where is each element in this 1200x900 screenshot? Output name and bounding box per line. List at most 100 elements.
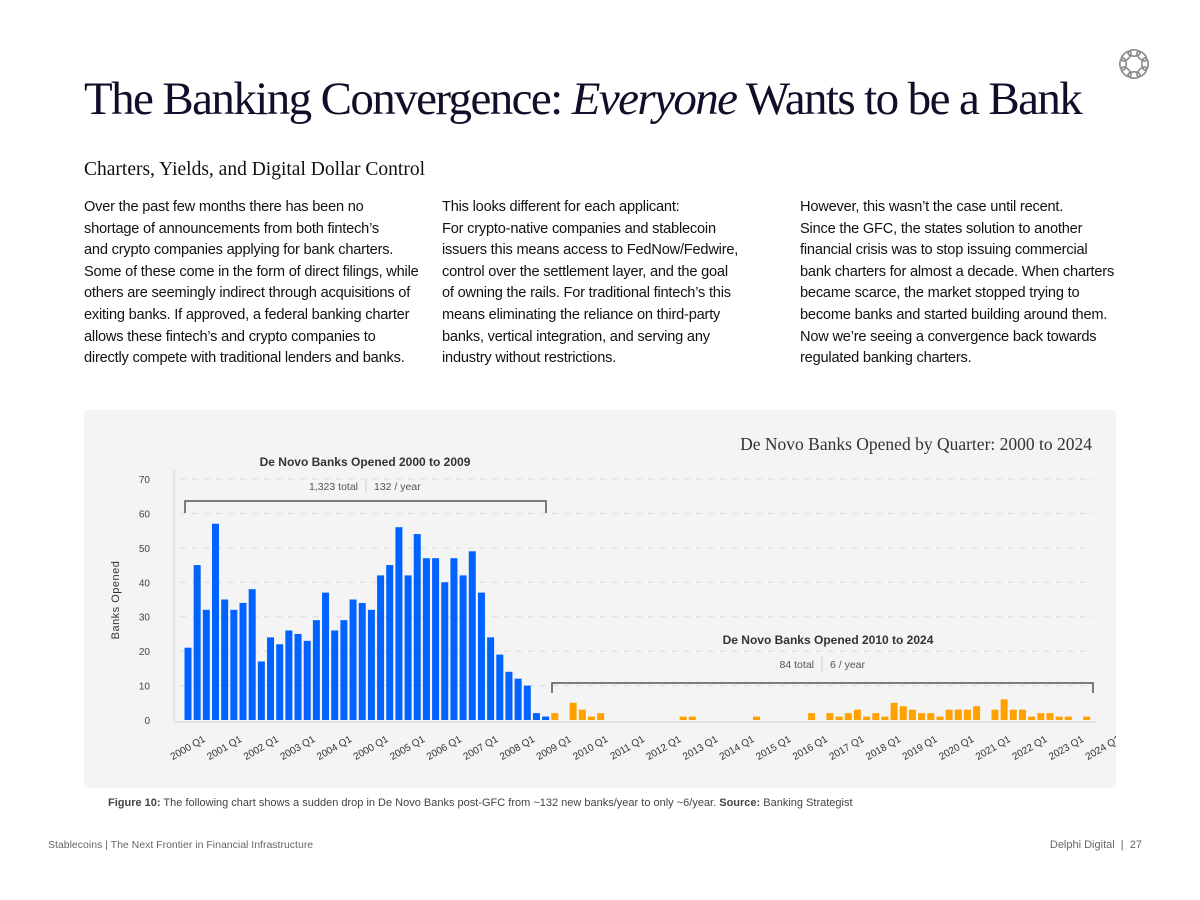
y-tick-label: 70 (139, 475, 151, 486)
paragraph-line: allows these fintech’s and crypto compan… (84, 328, 376, 345)
x-tick-label: 2018 Q1 (864, 734, 903, 763)
y-tick-label: 20 (139, 647, 151, 658)
bar (367, 609, 375, 720)
bar (202, 609, 210, 720)
x-tick-label: 2011 Q1 (609, 734, 647, 763)
x-tick-label: 2024 Q1 (1084, 734, 1116, 763)
bar (890, 702, 898, 720)
text-column-2: This looks different for each applicant:… (442, 197, 782, 370)
bar (954, 709, 962, 720)
paragraph-line: shortage of announcements from both fint… (84, 220, 379, 237)
chart-panel: De Novo Banks Opened by Quarter: 2000 to… (84, 410, 1116, 788)
bar (303, 640, 311, 720)
x-tick-label: 2000 Q1 (352, 734, 391, 763)
x-tick-label: 2017 Q1 (828, 734, 867, 763)
y-tick-label: 30 (139, 613, 151, 624)
bar (248, 589, 256, 720)
paragraph-line: This looks different for each applicant: (442, 199, 680, 215)
bar (899, 706, 907, 720)
logo-ring-link (1127, 49, 1141, 58)
logo-ring-link (1120, 50, 1132, 62)
logo-ring-link (1141, 57, 1150, 71)
bar (991, 709, 999, 720)
bar (808, 713, 816, 720)
paragraph-line: bank charters for almost a decade. When … (800, 263, 1115, 280)
bar (340, 620, 348, 720)
paragraph-line: became scarce, the market stopped trying… (800, 285, 1080, 302)
bar (1064, 716, 1072, 720)
bar (688, 716, 696, 720)
bar (285, 630, 293, 720)
bar (1009, 709, 1017, 720)
bar (505, 671, 513, 720)
bar (184, 647, 192, 720)
y-tick-label: 50 (139, 544, 151, 555)
paragraph-line: financial crisis was to stop issuing com… (800, 242, 1088, 259)
paragraph-line: Some of these come in the form of direct… (84, 263, 419, 280)
bar (212, 523, 220, 720)
bar (963, 709, 971, 720)
bar (587, 716, 595, 720)
bar (872, 713, 880, 720)
annotation-total: 84 total (780, 659, 814, 671)
bracket-2000-2009 (184, 500, 547, 513)
x-tick-label: 2015 Q1 (754, 734, 793, 763)
paragraph-line: However, this wasn’t the case until rece… (800, 199, 1064, 215)
bar (395, 527, 403, 720)
paragraph-line: Over the past few months there has been … (84, 199, 364, 215)
paragraph-line: exiting banks. If approved, a federal ba… (84, 306, 410, 323)
logo-ring-link (1136, 50, 1148, 62)
paragraph-line: issuers this means access to FedNow/Fedw… (442, 242, 739, 259)
annotation-2000-2009: De Novo Banks Opened 2000 to 2009 1,323 … (184, 455, 547, 513)
bar (844, 713, 852, 720)
bar (377, 575, 385, 720)
bar (230, 609, 238, 720)
x-tick-label: 2014 Q1 (718, 734, 757, 763)
bar (532, 713, 540, 720)
annotation-rate: 132 / year (374, 481, 421, 493)
bar (331, 630, 339, 720)
bar (881, 716, 889, 720)
paragraph-line: regulated banking charters. (800, 350, 972, 367)
paragraph-line: banks, vertical integration, and serving… (442, 328, 710, 345)
bar (477, 592, 485, 720)
bar (441, 582, 449, 720)
paragraph-line: industry without restrictions. (442, 350, 617, 367)
annotation-rate: 6 / year (830, 659, 866, 671)
logo-ring-link (1136, 66, 1148, 78)
bar (918, 713, 926, 720)
x-tick-label: 2007 Q1 (462, 734, 501, 763)
bar (1037, 713, 1045, 720)
bar (523, 685, 531, 720)
bar (468, 551, 476, 720)
figure-caption: Figure 10: The following chart shows a s… (108, 797, 853, 809)
bar (542, 716, 550, 720)
x-tick-label: 2016 Q1 (791, 734, 830, 763)
paragraph-line: For crypto-native companies and stableco… (442, 220, 716, 237)
bar (569, 702, 577, 720)
paragraph-line: become banks and started building around… (800, 306, 1108, 323)
bar (267, 637, 275, 720)
bar (1083, 716, 1091, 720)
bar (514, 678, 522, 720)
bar (908, 709, 916, 720)
bar (404, 575, 412, 720)
text-column-3: However, this wasn’t the case until rece… (800, 197, 1140, 370)
paragraph-line: and crypto companies applying for bank c… (84, 242, 394, 259)
x-tick-label: 2009 Q1 (535, 734, 574, 763)
bar (936, 716, 944, 720)
bar (973, 706, 981, 720)
bar (945, 709, 953, 720)
bar (349, 599, 357, 720)
bar (257, 661, 265, 720)
x-tick-label: 2006 Q1 (425, 734, 464, 763)
x-tick-label: 2000 Q1 (169, 734, 208, 763)
bar (853, 709, 861, 720)
bar (312, 620, 320, 720)
x-tick-label: 2012 Q1 (645, 734, 684, 763)
y-tick-label: 60 (139, 509, 151, 520)
x-tick-label: 2021 Q1 (974, 734, 1013, 763)
x-tick-label: 2004 Q1 (315, 734, 354, 763)
bar (459, 575, 467, 720)
x-tick-label: 2013 Q1 (681, 734, 720, 763)
